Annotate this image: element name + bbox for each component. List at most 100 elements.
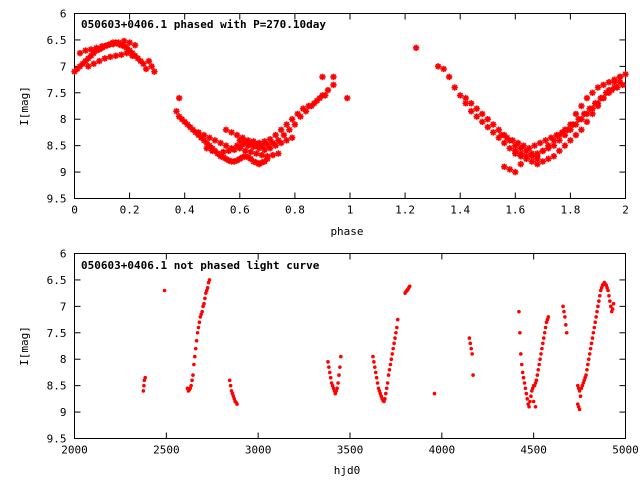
data-point [162, 288, 167, 293]
data-point [572, 121, 580, 128]
data-point [131, 42, 139, 49]
data-point [440, 65, 447, 73]
x-tick-label: 2 [622, 204, 629, 217]
data-point [283, 121, 290, 128]
phased-panel: 0 0.2 0.4 0.6 0.8 1 1.2 1.4 1.6 1.8 2 6 6.5 7 7.5 8 8.5 9… [18, 8, 629, 239]
y-tick-label: 7 [60, 300, 67, 313]
data-point [264, 141, 271, 148]
data-point [518, 330, 522, 335]
data-point [527, 404, 531, 409]
data-point [203, 145, 210, 152]
data-point [586, 357, 591, 362]
data-point [209, 147, 216, 155]
data-point [519, 352, 523, 356]
data-point [542, 330, 547, 335]
unphased-plot-frame [74, 253, 626, 439]
data-point [556, 147, 563, 155]
data-point [550, 153, 558, 160]
data-point [600, 81, 607, 89]
x-tick-label: 1.4 [450, 204, 470, 217]
data-point [550, 142, 558, 149]
data-point [407, 284, 412, 289]
data-point [336, 381, 340, 385]
data-point [501, 163, 508, 170]
x-tick-label: 1.6 [505, 204, 525, 217]
data-point [584, 373, 588, 377]
unphased-x-axis-label: hjd0 [334, 464, 361, 477]
x-tick-label: 0.8 [285, 204, 305, 217]
data-point [313, 97, 321, 104]
data-point [605, 86, 613, 94]
x-tick-label: 4000 [429, 444, 456, 457]
data-point [389, 357, 394, 362]
y-tick-label: 8 [60, 113, 67, 126]
data-point [561, 304, 565, 309]
data-point [207, 278, 212, 282]
data-point [326, 360, 330, 364]
data-point [585, 367, 589, 372]
x-tick-label: 1 [347, 204, 354, 217]
data-point [471, 373, 475, 377]
data-point [534, 160, 541, 168]
data-point [567, 126, 574, 133]
data-point [561, 142, 569, 149]
data-point [151, 68, 158, 75]
data-point [142, 383, 146, 388]
data-point [104, 42, 111, 49]
data-point [622, 71, 629, 78]
data-point [302, 108, 310, 115]
data-point [148, 63, 155, 70]
data-point [253, 150, 260, 157]
data-point [195, 330, 200, 335]
data-point [384, 391, 388, 396]
data-point [330, 73, 337, 81]
data-point [498, 131, 505, 139]
data-point [235, 402, 239, 406]
data-point [236, 145, 244, 152]
data-point [200, 309, 204, 314]
data-point [291, 121, 299, 128]
data-point [247, 139, 255, 147]
data-point [339, 354, 343, 359]
unphased-chart-title: 050603+0406.1 not phased light curve [81, 259, 320, 272]
data-point [451, 84, 458, 91]
data-point [126, 39, 133, 46]
data-point [545, 155, 552, 163]
data-point [539, 352, 543, 356]
y-tick-label: 9 [60, 406, 67, 419]
y-tick-label: 7.5 [47, 327, 67, 340]
y-tick-label: 6 [60, 8, 67, 21]
data-point [275, 150, 282, 157]
data-point [195, 129, 202, 136]
data-point [120, 37, 128, 45]
data-point [261, 146, 268, 154]
data-point [523, 155, 530, 163]
data-point [611, 84, 618, 91]
data-point [387, 367, 392, 372]
data-point [536, 367, 541, 372]
data-point [501, 139, 508, 147]
x-tick-label: 0 [71, 204, 78, 217]
data-point [217, 139, 224, 147]
data-point [253, 141, 260, 148]
data-point [375, 381, 380, 385]
unphased-panel: 2000 2500 3000 3500 4000 4500 5000 6 6.5 7 7.5 8 8.5… [18, 248, 639, 478]
x-tick-label: 0.2 [120, 204, 140, 217]
data-point [236, 137, 244, 144]
data-point [392, 341, 396, 346]
data-point [206, 134, 213, 141]
data-point [616, 73, 624, 81]
data-point [541, 341, 545, 346]
unphased-y-axis-label: I[mag] [18, 326, 31, 366]
data-point [608, 299, 612, 303]
phased-data-points [71, 37, 629, 176]
x-tick-label: 0.6 [230, 204, 250, 217]
data-point [470, 352, 474, 356]
data-point [286, 126, 293, 133]
data-point [540, 346, 544, 351]
data-point [484, 116, 491, 123]
data-point [473, 105, 480, 112]
data-point [383, 397, 387, 401]
y-tick-label: 8.5 [47, 380, 67, 393]
data-point [76, 49, 84, 57]
